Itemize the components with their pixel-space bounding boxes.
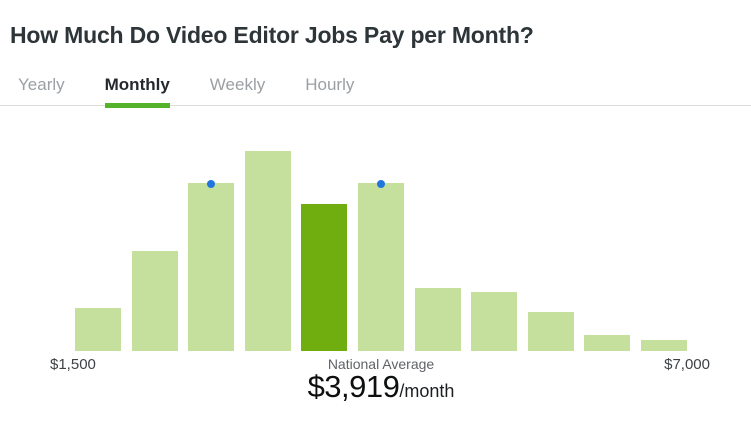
histogram-bar[interactable]: [131, 251, 178, 351]
national-average-label: National Average: [327, 356, 435, 372]
histogram-bar[interactable]: [527, 312, 574, 351]
x-axis-labels: $1,500 National Average $7,000: [0, 356, 751, 373]
data-point-marker-icon: [207, 180, 216, 188]
histogram-bars: [75, 151, 687, 351]
histogram-bar[interactable]: [357, 180, 404, 351]
national-average-value: $3,919/month: [75, 369, 687, 405]
tab-monthly[interactable]: Monthly: [104, 75, 170, 108]
histogram-bar[interactable]: [244, 151, 291, 351]
x-axis-max-label: $7,000: [664, 356, 710, 373]
data-point-marker-icon: [376, 180, 385, 188]
tab-hourly[interactable]: Hourly: [305, 75, 354, 105]
average-unit: /month: [399, 381, 455, 401]
histogram-bar[interactable]: [188, 180, 235, 351]
tab-list: Yearly Monthly Weekly Hourly: [18, 75, 751, 108]
histogram-bar[interactable]: [75, 308, 121, 351]
page-title: How Much Do Video Editor Jobs Pay per Mo…: [10, 22, 534, 48]
histogram-bar[interactable]: [584, 335, 631, 351]
x-axis-min-label: $1,500: [50, 356, 96, 373]
pay-period-tabs: Yearly Monthly Weekly Hourly: [0, 75, 751, 108]
histogram-bar[interactable]: [471, 292, 518, 351]
histogram-bar[interactable]: [414, 288, 461, 351]
tab-weekly[interactable]: Weekly: [210, 75, 265, 105]
tab-yearly[interactable]: Yearly: [18, 75, 65, 105]
histogram-bar[interactable]: [640, 340, 687, 351]
average-amount: $3,919: [307, 369, 400, 404]
histogram-bar-highlighted[interactable]: [301, 204, 348, 351]
